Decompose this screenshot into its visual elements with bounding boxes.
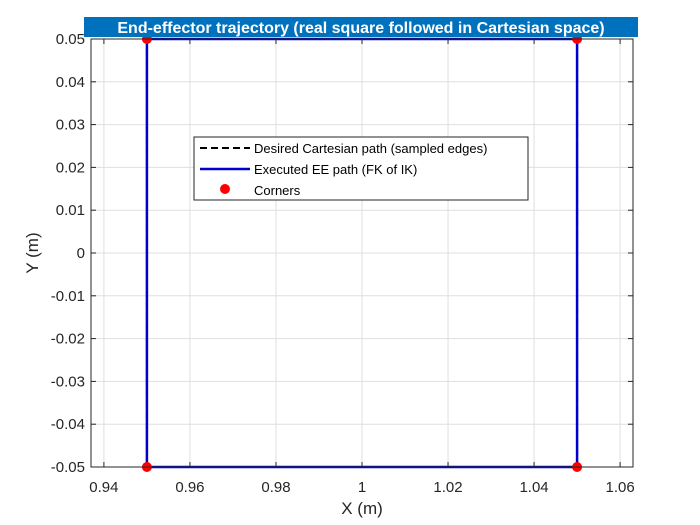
y-tick-label: -0.02 (51, 331, 85, 348)
x-tick-label: 1.02 (433, 479, 462, 496)
x-tick-label: 0.96 (175, 479, 204, 496)
x-tick-label: 1 (358, 479, 366, 496)
x-axis-label: X (m) (341, 499, 383, 518)
x-tick-labels: 0.94 0.96 0.98 1 1.02 1.04 1.06 (89, 479, 634, 496)
legend-swatch-corners (220, 184, 230, 194)
y-tick-label: -0.03 (51, 373, 85, 390)
y-tick-label: 0.02 (56, 159, 85, 176)
x-tick-label: 0.94 (89, 479, 118, 496)
legend-entry-desired: Desired Cartesian path (sampled edges) (254, 141, 487, 156)
chart-title: End-effector trajectory (real square fol… (117, 20, 604, 37)
title-background (84, 17, 638, 37)
x-tick-label: 1.06 (605, 479, 634, 496)
y-tick-label: 0.03 (56, 117, 85, 134)
y-tick-label: 0 (77, 245, 85, 262)
y-tick-labels: -0.05 -0.04 -0.03 -0.02 -0.01 0 0.01 0.02 0.03 0.… (51, 31, 85, 476)
legend: Desired Cartesian path (sampled edges) E… (193, 136, 529, 201)
y-axis-label: Y (m) (23, 232, 42, 273)
y-tick-label: -0.01 (51, 288, 85, 305)
ticks (91, 38, 633, 468)
y-tick-label: 0.05 (56, 31, 85, 48)
y-tick-label: -0.05 (51, 459, 85, 476)
x-tick-label: 0.98 (261, 479, 290, 496)
y-tick-label: -0.04 (51, 416, 85, 433)
x-tick-label: 1.04 (519, 479, 548, 496)
y-tick-label: 0.01 (56, 202, 85, 219)
legend-entry-executed: Executed EE path (FK of IK) (254, 162, 417, 177)
y-tick-label: 0.04 (56, 74, 85, 91)
legend-entry-corners: Corners (254, 183, 301, 198)
